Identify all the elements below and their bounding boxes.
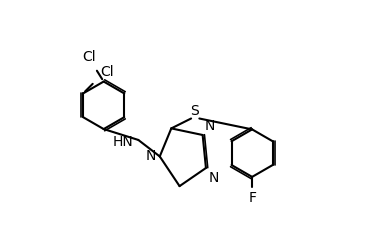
Text: S: S [190,104,199,118]
Text: N: N [208,171,219,185]
Text: N: N [146,150,156,164]
Text: HN: HN [113,135,133,149]
Text: Cl: Cl [100,65,114,79]
Text: Cl: Cl [82,50,96,64]
Text: F: F [248,191,256,205]
Text: N: N [204,119,215,133]
